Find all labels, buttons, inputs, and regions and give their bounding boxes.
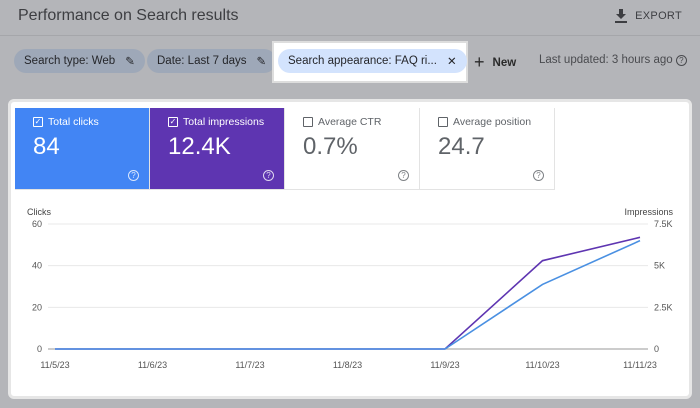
help-icon[interactable]: ?	[128, 170, 139, 181]
x-tick: 11/8/23	[333, 360, 362, 370]
help-icon[interactable]: ?	[263, 170, 274, 181]
y-tick-left: 20	[32, 302, 42, 312]
help-icon[interactable]: ?	[533, 170, 544, 181]
y-axis-label-left: Clicks	[27, 207, 51, 217]
y-tick-left: 40	[32, 261, 42, 271]
y-axis-label-right: Impressions	[624, 207, 673, 217]
metric-average-position[interactable]: Average position 24.7?	[420, 108, 555, 190]
last-updated-text: Last updated: 3 hours ago	[539, 54, 673, 66]
metric-label: Total impressions	[183, 116, 265, 128]
series-line-clicks	[55, 239, 641, 350]
y-tick-right: 7.5K	[654, 219, 673, 229]
y-tick-right: 5K	[654, 261, 665, 271]
series-line-impressions	[55, 236, 641, 350]
metric-value: 12.4K	[168, 133, 231, 160]
filter-label: Search type: Web	[24, 55, 116, 67]
close-icon[interactable]: ✕	[446, 56, 457, 68]
metric-value: 24.7	[438, 133, 485, 160]
x-tick: 11/7/23	[235, 360, 264, 370]
metric-label: Average position	[453, 116, 532, 128]
divider	[0, 35, 700, 36]
checkbox-icon[interactable]	[303, 117, 313, 127]
page-title: Performance on Search results	[18, 7, 239, 24]
metric-label: Total clicks	[48, 116, 99, 128]
checkbox-icon[interactable]: ✓	[168, 117, 178, 127]
search-type-filter[interactable]: Search type: Web ✎	[14, 49, 145, 73]
x-tick: 11/11/23	[623, 360, 657, 370]
x-tick: 11/10/23	[525, 360, 559, 370]
metric-average-ctr[interactable]: Average CTR 0.7%?	[285, 108, 420, 190]
y-tick-left: 0	[37, 344, 42, 354]
x-tick: 11/9/23	[430, 360, 459, 370]
metric-label: Average CTR	[318, 116, 382, 128]
filter-label: Search appearance: FAQ ri...	[288, 55, 437, 67]
help-icon[interactable]: ?	[398, 170, 409, 181]
export-label: EXPORT	[635, 10, 682, 22]
last-updated: Last updated: 3 hours ago ?	[539, 54, 687, 66]
help-icon[interactable]: ?	[675, 55, 687, 66]
y-tick-left: 60	[32, 219, 42, 229]
x-tick: 11/6/23	[138, 360, 167, 370]
metric-value: 0.7%	[303, 133, 358, 160]
export-button[interactable]: EXPORT	[615, 9, 682, 23]
plus-icon: +	[474, 52, 485, 72]
edit-icon[interactable]: ✎	[125, 56, 135, 68]
filter-label: Date: Last 7 days	[157, 55, 247, 67]
edit-icon[interactable]: ✎	[256, 56, 267, 68]
metric-total-clicks[interactable]: ✓ Total clicks 84?	[15, 108, 150, 190]
date-filter[interactable]: Date: Last 7 days ✎	[147, 49, 277, 73]
download-icon	[615, 9, 628, 23]
new-filter-button[interactable]: + New	[474, 52, 516, 73]
y-tick-right: 0	[654, 344, 659, 354]
search-appearance-filter[interactable]: Search appearance: FAQ ri... ✕	[278, 49, 467, 73]
new-label: New	[492, 56, 517, 69]
metric-value: 84	[33, 133, 60, 160]
checkbox-icon[interactable]	[438, 117, 448, 127]
x-tick: 11/5/23	[40, 360, 69, 370]
checkbox-icon[interactable]: ✓	[33, 117, 43, 127]
y-tick-right: 2.5K	[654, 302, 673, 312]
metric-total-impressions[interactable]: ✓ Total impressions 12.4K?	[150, 108, 285, 190]
